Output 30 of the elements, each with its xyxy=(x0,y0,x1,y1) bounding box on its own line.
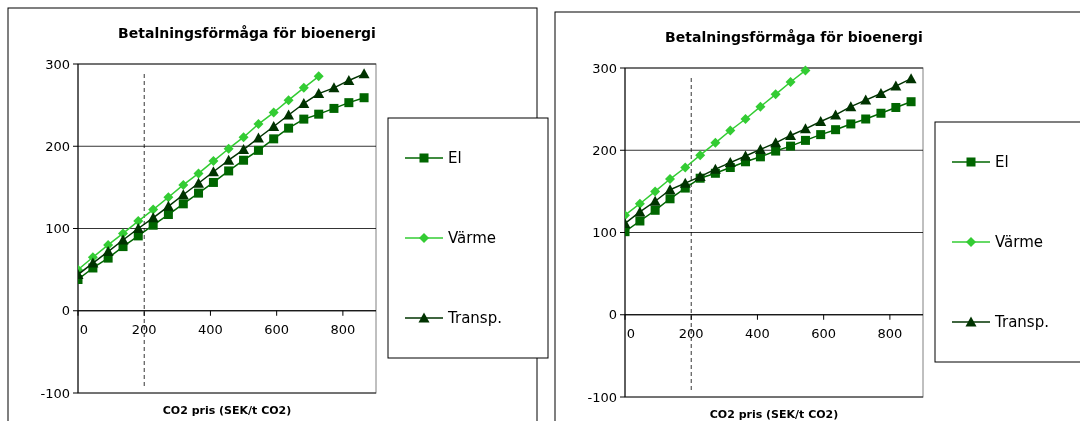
x-tick-label: 600 xyxy=(811,325,837,341)
y-tick-label: 200 xyxy=(45,138,70,154)
y-tick-label: -100 xyxy=(587,389,617,405)
x-tick-label: 0 xyxy=(79,321,89,337)
y-tick-label: 100 xyxy=(592,225,617,241)
legend-label: El xyxy=(995,153,1009,172)
x-axis-title: CO2 pris (SEK/t CO2) xyxy=(709,408,839,421)
chart-title: Betalningsförmåga för bioenergi xyxy=(665,29,923,45)
y-tick-label: 300 xyxy=(45,56,70,72)
y-tick-label: 300 xyxy=(592,60,617,76)
legend-label: Transp. xyxy=(447,309,502,328)
y-tick-label: 200 xyxy=(592,142,617,158)
y-tick-label: 100 xyxy=(45,221,70,237)
x-tick-label: 400 xyxy=(745,325,770,341)
x-tick-label: 800 xyxy=(330,321,356,337)
x-tick-label: 800 xyxy=(877,325,903,341)
x-tick-label: 200 xyxy=(678,325,704,341)
x-tick-label: 200 xyxy=(131,321,157,337)
x-tick-label: 400 xyxy=(198,321,223,337)
legend-label: Transp. xyxy=(994,313,1049,332)
legend-label: Värme xyxy=(995,233,1044,252)
chart-title: Betalningsförmåga för bioenergi xyxy=(118,25,376,41)
legend-label: El xyxy=(448,149,462,168)
y-tick-label: 0 xyxy=(608,307,617,323)
x-tick-label: 600 xyxy=(264,321,290,337)
y-tick-label: -100 xyxy=(40,385,70,401)
x-tick-label: 0 xyxy=(626,325,636,341)
x-axis-title: CO2 pris (SEK/t CO2) xyxy=(162,404,292,417)
y-tick-label: 0 xyxy=(61,303,70,319)
legend-label: Värme xyxy=(448,229,497,248)
